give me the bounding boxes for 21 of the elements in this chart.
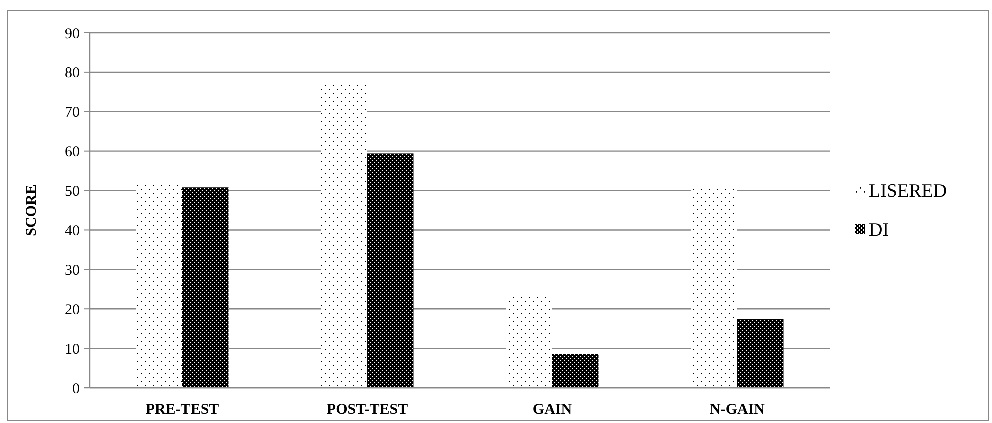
y-tick-label: 70 — [65, 105, 80, 122]
legend-label: LISERED — [869, 181, 948, 202]
y-tick-label: 80 — [65, 66, 80, 82]
y-tick-label: 90 — [65, 26, 80, 42]
legend-label: DI — [869, 220, 890, 242]
bar — [738, 319, 784, 388]
bar — [552, 354, 599, 388]
y-tick-label: 40 — [65, 223, 80, 240]
x-tick-label: POST-TEST — [326, 402, 408, 418]
y-tick-label: 30 — [65, 262, 80, 279]
y-tick-label: 0 — [72, 381, 80, 398]
x-tick-label: PRE-TEST — [146, 402, 220, 418]
x-tick-label: N-GAIN — [710, 402, 766, 418]
y-tick-label: 60 — [65, 144, 80, 161]
y-tick-label: 10 — [65, 342, 80, 358]
bar — [182, 188, 229, 388]
bar — [368, 154, 414, 388]
y-tick-label: 20 — [65, 302, 80, 318]
x-tick-label: GAIN — [532, 402, 572, 418]
y-tick-label: 50 — [65, 184, 80, 200]
y-axis-title: SCORE — [24, 184, 40, 236]
